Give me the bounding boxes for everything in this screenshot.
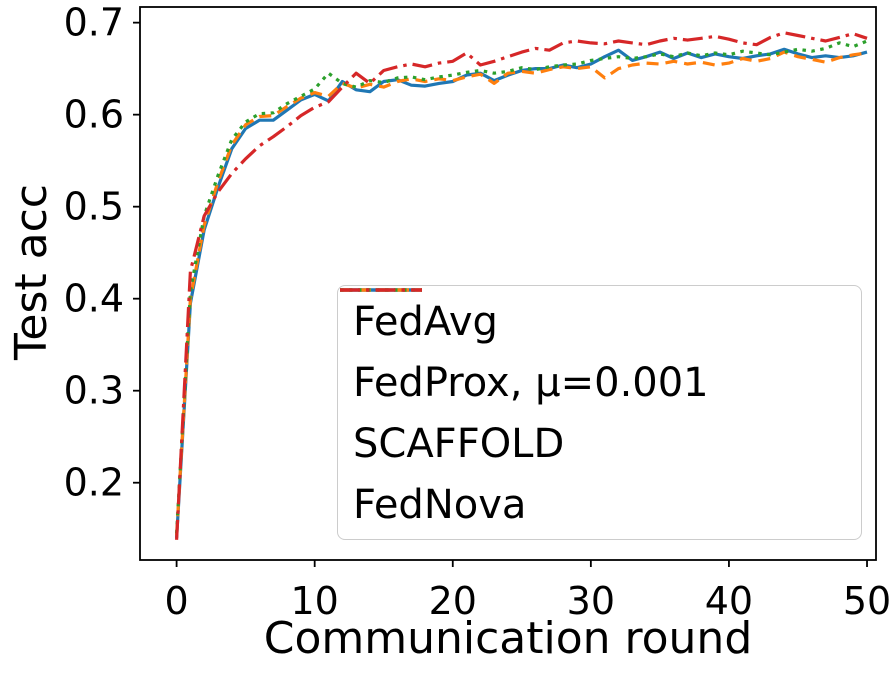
y-axis-label: Test acc <box>6 184 57 361</box>
y-tick-label: 0.5 <box>64 185 124 229</box>
y-tick-label: 0.4 <box>64 277 124 321</box>
scaffold-line <box>175 39 868 534</box>
x-tick-label: 30 <box>567 579 615 623</box>
x-tick-label: 20 <box>429 579 477 623</box>
axis-ticks: 0 10 20 30 40 50 0.2 0.3 0.4 0.5 0.6 0.7 <box>64 1 892 623</box>
legend-row-fedavg: FedAvg <box>338 288 861 352</box>
legend-label-scaffold: SCAFFOLD <box>353 420 565 467</box>
legend-row-scaffold: SCAFFOLD <box>338 288 861 474</box>
x-tick-label: 0 <box>164 579 188 623</box>
x-tick-label: 40 <box>705 579 753 623</box>
axes-frame <box>139 6 877 561</box>
series-group <box>175 31 868 540</box>
x-tick-label: 50 <box>843 579 891 623</box>
y-tick-label: 0.2 <box>64 461 124 505</box>
legend-label-fedavg: FedAvg <box>353 298 498 345</box>
fednova-line-sample-icon <box>340 288 422 292</box>
legend-label-fednova: FedNova <box>353 481 527 528</box>
legend-row-fednova: FedNova <box>338 288 861 535</box>
fednova-line <box>175 31 868 540</box>
y-tick-label: 0.6 <box>64 93 124 137</box>
legend-row-fedprox: FedProx, μ=0.001 <box>338 288 861 413</box>
legend: FedAvg FedProx, μ=0.001 SCAFFOLD FedNova <box>337 285 862 540</box>
x-tick-label: 10 <box>290 579 338 623</box>
y-tick-label: 0.7 <box>64 1 124 45</box>
fedavg-line <box>175 47 868 538</box>
x-axis-label: Communication round <box>264 613 753 664</box>
legend-label-fedprox: FedProx, μ=0.001 <box>353 359 709 406</box>
y-tick-label: 0.3 <box>64 369 124 413</box>
